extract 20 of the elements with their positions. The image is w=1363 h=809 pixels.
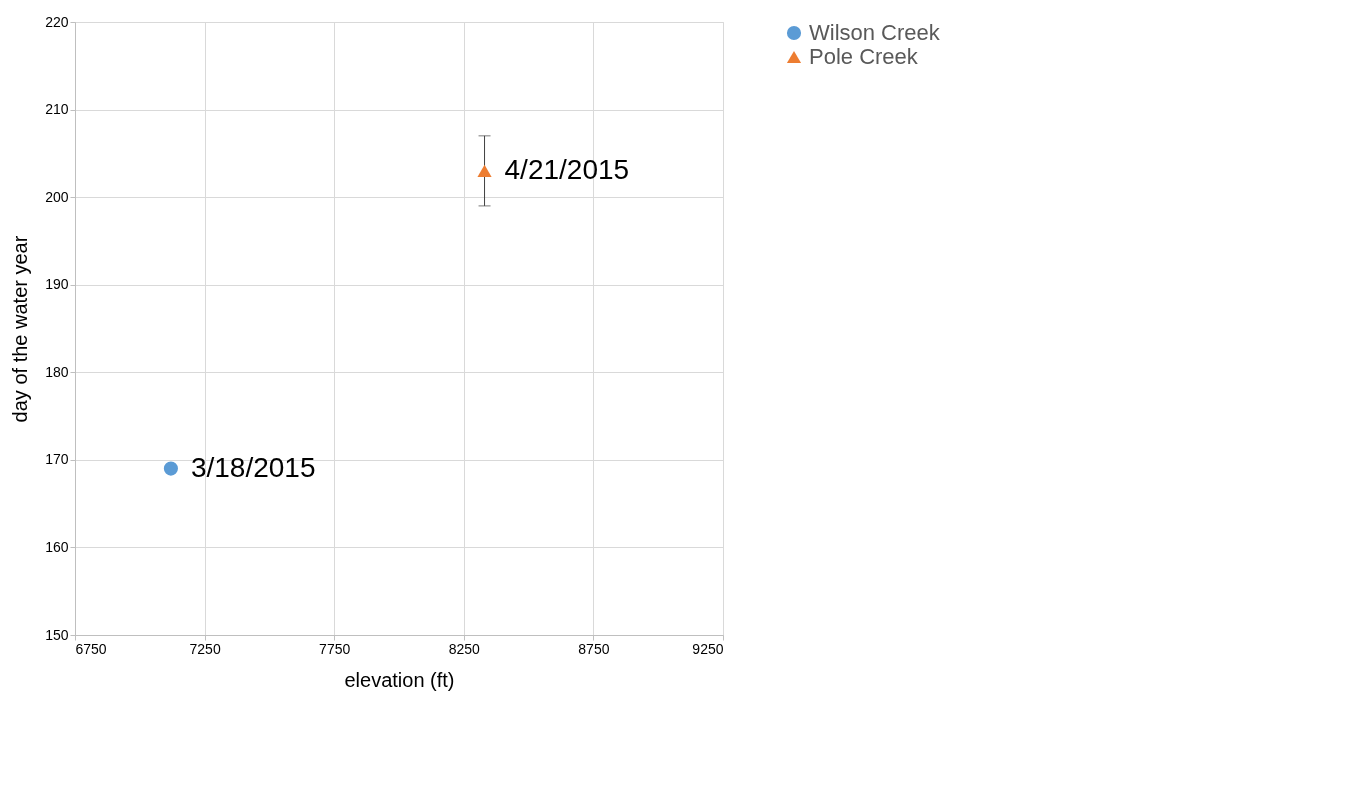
x-tick-label: 8750 — [578, 640, 610, 657]
y-tick-label: 200 — [45, 188, 69, 205]
y-tick-label: 170 — [45, 451, 69, 468]
y-tick-label: 160 — [45, 538, 69, 555]
y-tick-label: 190 — [45, 276, 69, 293]
y-tick-label: 210 — [45, 101, 69, 118]
x-axis-title: elevation (ft) — [344, 668, 455, 691]
legend-label: Pole Creek — [809, 44, 919, 69]
y-tick-label: 180 — [45, 363, 69, 380]
x-tick-label: 7750 — [319, 640, 351, 657]
y-axis-title: day of the water year — [9, 235, 32, 423]
x-tick-label: 8250 — [448, 640, 481, 657]
annotation: 3/18/2015 — [190, 451, 316, 483]
y-tick-label: 220 — [45, 13, 69, 30]
x-tick-label: 9250 — [692, 640, 724, 657]
legend-label: Wilson Creek — [809, 20, 941, 45]
annotation: 4/21/2015 — [504, 153, 630, 185]
x-tick-label: 7250 — [189, 640, 221, 657]
x-tick-label: 6750 — [75, 640, 107, 657]
y-tick-label: 150 — [45, 626, 69, 643]
